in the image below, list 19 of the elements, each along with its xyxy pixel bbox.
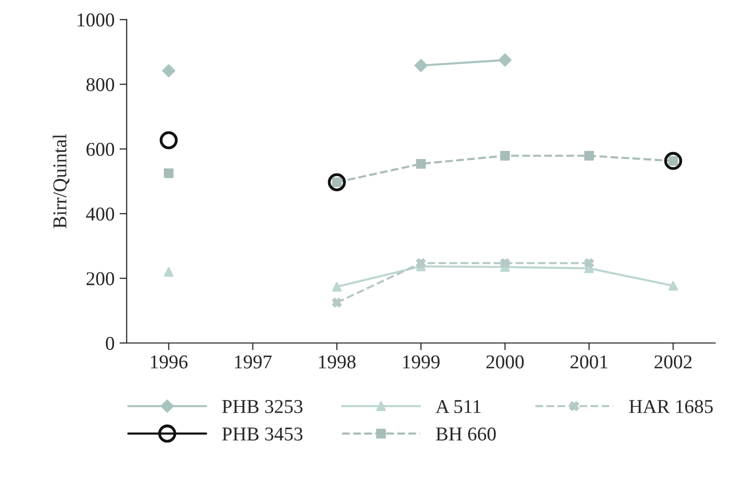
x-tick-label: 1996: [150, 355, 188, 368]
legend-label: HAR 1685: [629, 400, 713, 414]
y-axis-title: Birr/Quintal: [52, 134, 70, 228]
y-tick-label: 0: [106, 336, 114, 350]
y-tick-label: 600: [86, 142, 114, 156]
y-tick-label: 1000: [78, 13, 114, 27]
x-tick-label: 2002: [654, 355, 692, 368]
x-tick-label: 2001: [570, 355, 608, 368]
legend-label: PHB 3253: [222, 400, 302, 414]
x-tick-label: 1998: [319, 355, 356, 368]
x-tick-label: 1999: [403, 355, 440, 368]
x-tick-label: 1997: [235, 355, 272, 368]
legend-label: BH 660: [436, 427, 496, 441]
y-tick-label: 400: [86, 207, 114, 221]
legend-label: A 511: [436, 400, 481, 414]
y-tick-label: 200: [86, 272, 114, 286]
y-tick-label: 800: [86, 78, 114, 92]
x-tick-label: 2000: [486, 355, 524, 368]
legend-label: PHB 3453: [222, 428, 302, 441]
